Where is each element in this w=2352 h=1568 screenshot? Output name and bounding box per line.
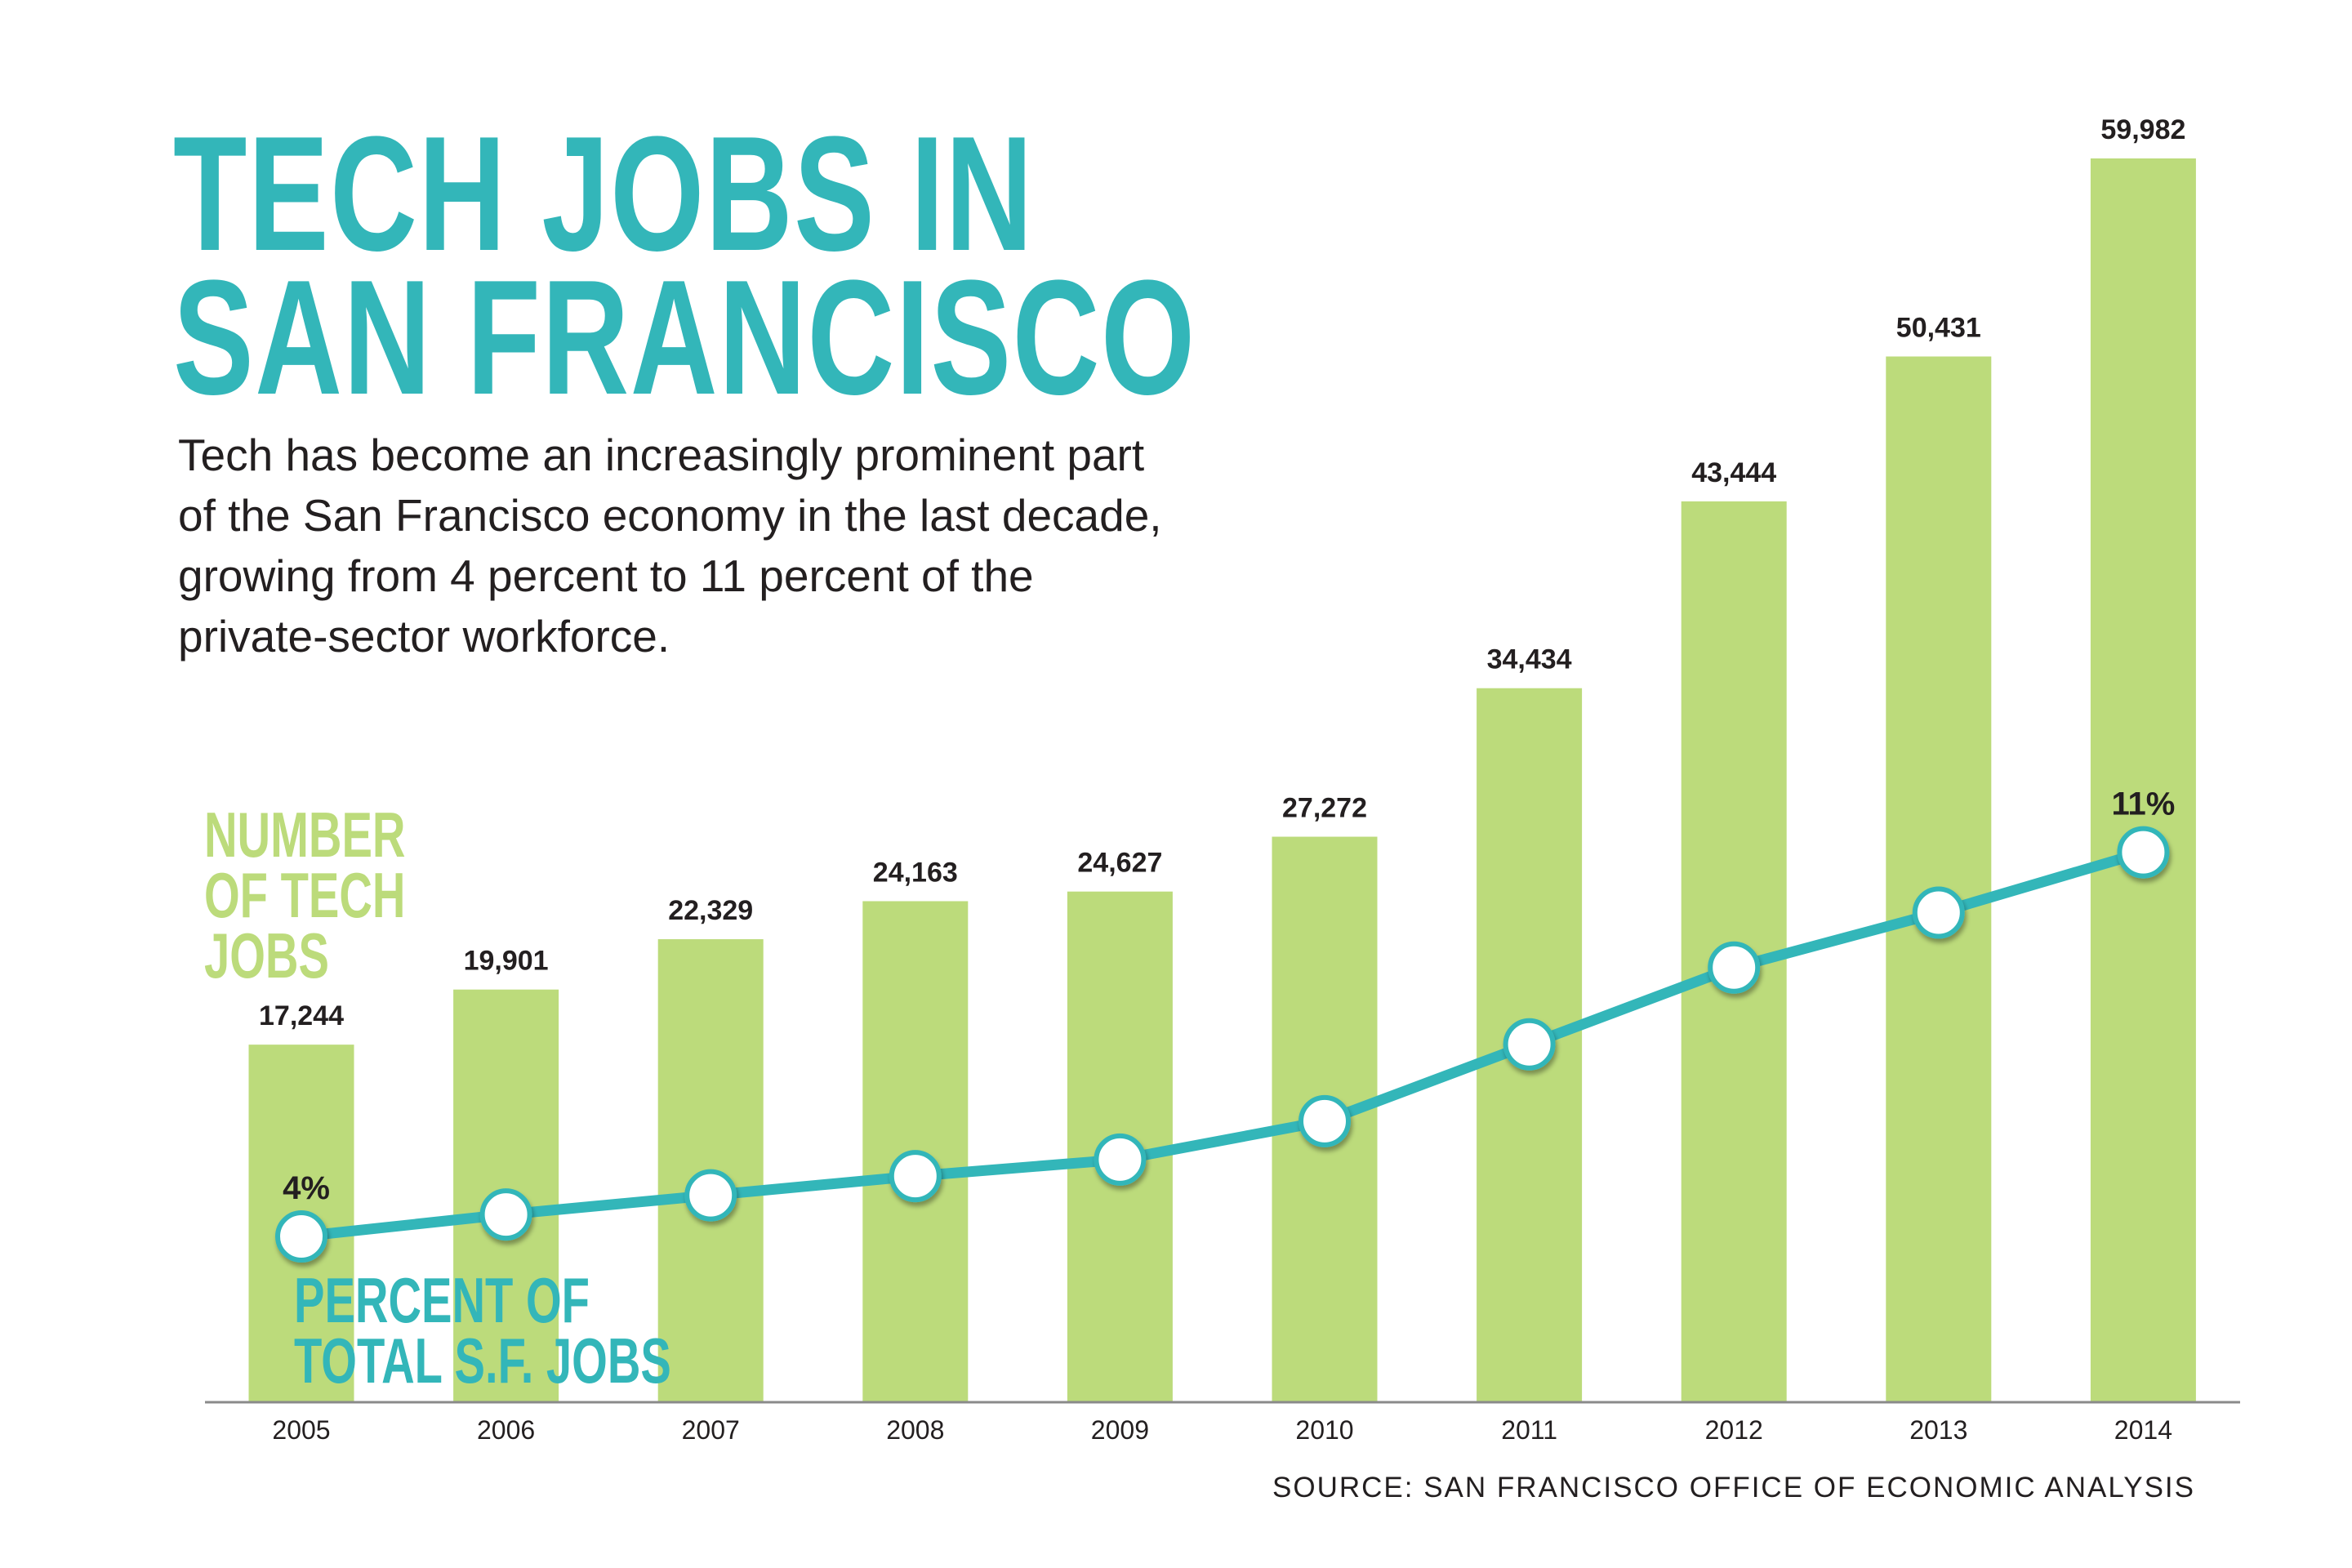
chart-subtitle: Tech has become an increasingly prominen… xyxy=(178,425,1403,666)
line-point xyxy=(275,1210,327,1263)
x-tick-label: 2010 xyxy=(1295,1415,1353,1445)
bar-value-label: 50,431 xyxy=(1896,313,1981,344)
line-point xyxy=(1094,1133,1147,1186)
chart-title: TECH JOBS IN SAN FRANCISCO xyxy=(173,103,1196,429)
line-point xyxy=(1503,1018,1556,1071)
subtitle-line: Tech has become an increasingly prominen… xyxy=(178,430,1145,480)
bar-series-label-line: OF TECH xyxy=(204,859,406,931)
line-series-label-line: TOTAL S.F. JOBS xyxy=(294,1325,671,1396)
bar-value-label: 24,163 xyxy=(873,857,958,888)
line-point xyxy=(2117,826,2170,879)
bar-value-label: 24,627 xyxy=(1077,848,1162,879)
line-point xyxy=(889,1150,942,1203)
line-point xyxy=(684,1169,737,1222)
line-point xyxy=(1912,886,1965,939)
bar-value-label: 27,272 xyxy=(1282,793,1367,824)
bar xyxy=(2090,158,2196,1402)
line-series-label: PERCENT OF TOTAL S.F. JOBS xyxy=(294,1264,671,1396)
bar-value-label: 22,329 xyxy=(668,895,753,926)
line-point xyxy=(479,1188,532,1241)
x-tick-label: 2012 xyxy=(1705,1415,1763,1445)
subtitle-line: of the San Francisco economy in the last… xyxy=(178,490,1162,541)
bar-value-label: 59,982 xyxy=(2100,114,2185,145)
bar-value-label: 17,244 xyxy=(259,1000,344,1031)
title-line: TECH JOBS IN xyxy=(173,103,1034,285)
x-tick-label: 2008 xyxy=(886,1415,944,1445)
subtitle-line: private-sector workforce. xyxy=(178,611,670,662)
x-tick-label: 2014 xyxy=(2114,1415,2172,1445)
bar-value-label: 34,434 xyxy=(1487,644,1572,675)
x-tick-label: 2009 xyxy=(1091,1415,1149,1445)
point-label: 11% xyxy=(2111,786,2175,822)
point-label: 4% xyxy=(283,1170,330,1206)
source-note: SOURCE: SAN FRANCISCO OFFICE OF ECONOMIC… xyxy=(1272,1472,2195,1503)
x-tick-label: 2007 xyxy=(682,1415,740,1445)
bar-value-label: 43,444 xyxy=(1691,457,1776,488)
line-point xyxy=(1708,941,1761,994)
line-point xyxy=(1298,1094,1351,1147)
bar-series-label: NUMBER OF TECH JOBS xyxy=(204,799,406,991)
x-tick-label: 2006 xyxy=(477,1415,535,1445)
x-tick-label: 2011 xyxy=(1501,1415,1557,1445)
subtitle-line: growing from 4 percent to 11 percent of … xyxy=(178,550,1034,601)
bar-series-label-line: JOBS xyxy=(204,920,329,991)
line-series-label-line: PERCENT OF xyxy=(294,1264,590,1336)
x-tick-label: 2005 xyxy=(272,1415,330,1445)
bar xyxy=(1886,356,1992,1402)
bar-value-label: 19,901 xyxy=(464,946,549,977)
x-tick-label: 2013 xyxy=(1909,1415,1967,1445)
bar-series-label-line: NUMBER xyxy=(204,799,406,871)
title-line: SAN FRANCISCO xyxy=(173,247,1196,429)
percent-line xyxy=(301,847,2145,1242)
